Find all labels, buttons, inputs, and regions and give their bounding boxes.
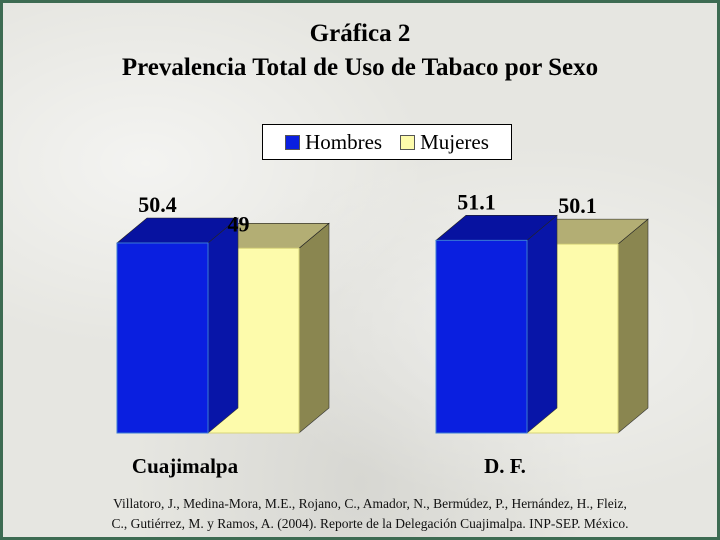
chart-title: Gráfica 2 bbox=[309, 20, 411, 47]
legend-swatch-hombres bbox=[285, 134, 301, 150]
bar-side-mujeres-0 bbox=[298, 222, 330, 434]
bar-side-hombres-0 bbox=[207, 217, 239, 434]
legend-item-mujeres: Mujeres bbox=[400, 130, 489, 155]
value-label-mujeres-0: 49 bbox=[228, 211, 250, 236]
legend-swatch-mujeres bbox=[400, 134, 416, 150]
category-label-0: Cuajimalpa bbox=[132, 454, 239, 478]
source-line-2: C., Gutiérrez, M. y Ramos, A. (2004). Re… bbox=[111, 516, 629, 531]
category-label-1: D. F. bbox=[484, 454, 526, 478]
chart-subtitle: Prevalencia Total de Uso de Tabaco por S… bbox=[121, 54, 599, 81]
bar-hombres-0 bbox=[116, 242, 209, 434]
value-label-mujeres-1: 50.1 bbox=[558, 193, 597, 218]
legend-label-hombres: Hombres bbox=[305, 129, 383, 154]
legend: Hombres Mujeres bbox=[262, 124, 512, 160]
legend-item-hombres: Hombres bbox=[285, 130, 382, 155]
bar-side-mujeres-1 bbox=[617, 218, 649, 434]
value-label-hombres-0: 50.4 bbox=[138, 192, 177, 217]
source-line-1: Villatoro, J., Medina-Mora, M.E., Rojano… bbox=[113, 496, 627, 511]
source-citation: Villatoro, J., Medina-Mora, M.E., Rojano… bbox=[50, 494, 690, 534]
bar-hombres-1 bbox=[435, 239, 528, 434]
value-label-hombres-1: 51.1 bbox=[457, 189, 496, 214]
legend-label-mujeres: Mujeres bbox=[420, 129, 489, 154]
bar-side-hombres-1 bbox=[526, 214, 558, 434]
